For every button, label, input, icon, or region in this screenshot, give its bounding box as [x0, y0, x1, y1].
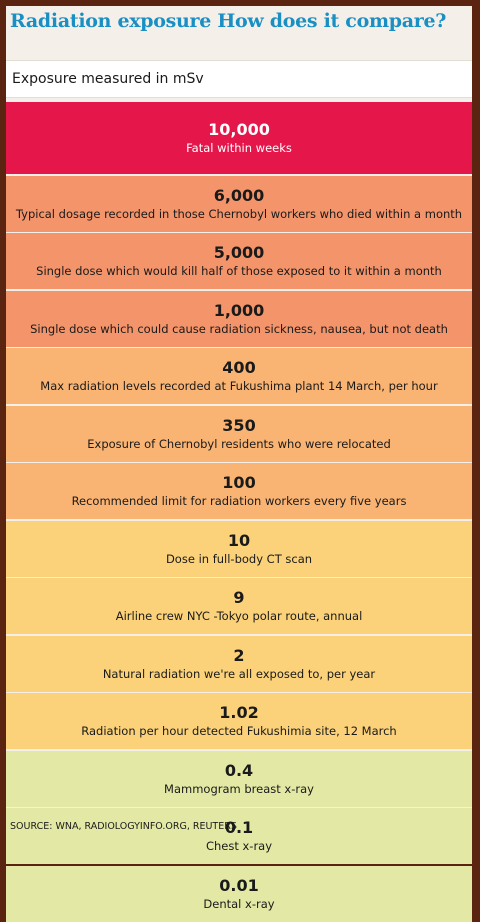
exposure-value: 100: [222, 473, 256, 492]
exposure-value: 0.1: [224, 818, 254, 837]
exposure-value: 1.02: [219, 703, 259, 722]
exposure-description: Typical dosage recorded in those Chernob…: [15, 206, 463, 221]
exposure-description: Single dose which could cause radiation …: [30, 321, 448, 336]
subtitle-box: Exposure measured in mSv: [6, 60, 472, 98]
exposure-description: Exposure of Chernobyl residents who were…: [87, 436, 391, 451]
exposure-row: 100 Recommended limit for radiation worke…: [6, 463, 472, 519]
exposure-value: 400: [222, 358, 256, 377]
exposure-description: Max radiation levels recorded at Fukushi…: [40, 379, 438, 393]
exposure-value: 2: [233, 645, 245, 665]
exposure-description: Dose in full-body CT scan: [165, 551, 313, 566]
chart-title: Radiation exposure How does it compare?: [10, 10, 447, 32]
chart-subtitle: Exposure measured in mSv: [12, 71, 204, 87]
source-note: SOURCE: WNA, RADIOLOGYINFO.ORG, REUTERS: [10, 821, 237, 832]
exposure-row: 9 Airline crew NYC -Tokyo polar route, an…: [6, 578, 472, 634]
exposure-row: 2 Natural radiation we're all exposed to,…: [6, 635, 472, 692]
exposure-row: 10 Dose in full-body CT scan: [6, 520, 472, 577]
exposure-value: 10,000: [208, 120, 270, 139]
exposure-row: 6,000 Typical dosage recorded in those Ch…: [6, 175, 472, 232]
exposure-value: 9: [233, 588, 245, 607]
exposure-description: Radiation per hour detected Fukushimia s…: [81, 724, 397, 738]
exposure-row: 0.1 Chest x-ray: [6, 808, 472, 864]
exposure-row: 0.01 Dental x-ray: [6, 865, 472, 922]
exposure-row: 5,000 Single dose which would kill half o…: [6, 233, 472, 289]
exposure-row: 10,000 Fatal within weeks: [6, 102, 472, 174]
exposure-value: 10: [227, 530, 251, 550]
exposure-description: Mammogram breast x-ray: [164, 781, 314, 796]
exposure-description: Recommended limit for radiation workers …: [71, 494, 407, 508]
exposure-row: 1.02 Radiation per hour detected Fukushim…: [6, 693, 472, 749]
exposure-description: Chest x-ray: [205, 839, 273, 853]
exposure-value: 6,000: [213, 185, 265, 205]
exposure-description: Single dose which would kill half of tho…: [36, 264, 442, 278]
exposure-row: 1,000 Single dose which could cause radia…: [6, 290, 472, 347]
exposure-row: 350 Exposure of Chernobyl residents who w…: [6, 405, 472, 462]
exposure-description: Natural radiation we're all exposed to, …: [102, 666, 376, 681]
exposure-value: 5,000: [213, 243, 265, 262]
exposure-row: 400 Max radiation levels recorded at Fuku…: [6, 348, 472, 404]
exposure-value: 0.4: [224, 760, 254, 780]
exposure-description: Dental x-ray: [203, 896, 275, 911]
exposure-row: 0.4 Mammogram breast x-ray: [6, 750, 472, 807]
exposure-value: 1,000: [213, 300, 265, 320]
exposure-description: Airline crew NYC -Tokyo polar route, ann…: [115, 609, 363, 623]
exposure-value: 350: [222, 415, 256, 435]
exposure-value: 0.01: [219, 875, 259, 895]
infographic-frame: Radiation exposure How does it compare? …: [6, 6, 472, 922]
exposure-description: Fatal within weeks: [186, 141, 292, 155]
